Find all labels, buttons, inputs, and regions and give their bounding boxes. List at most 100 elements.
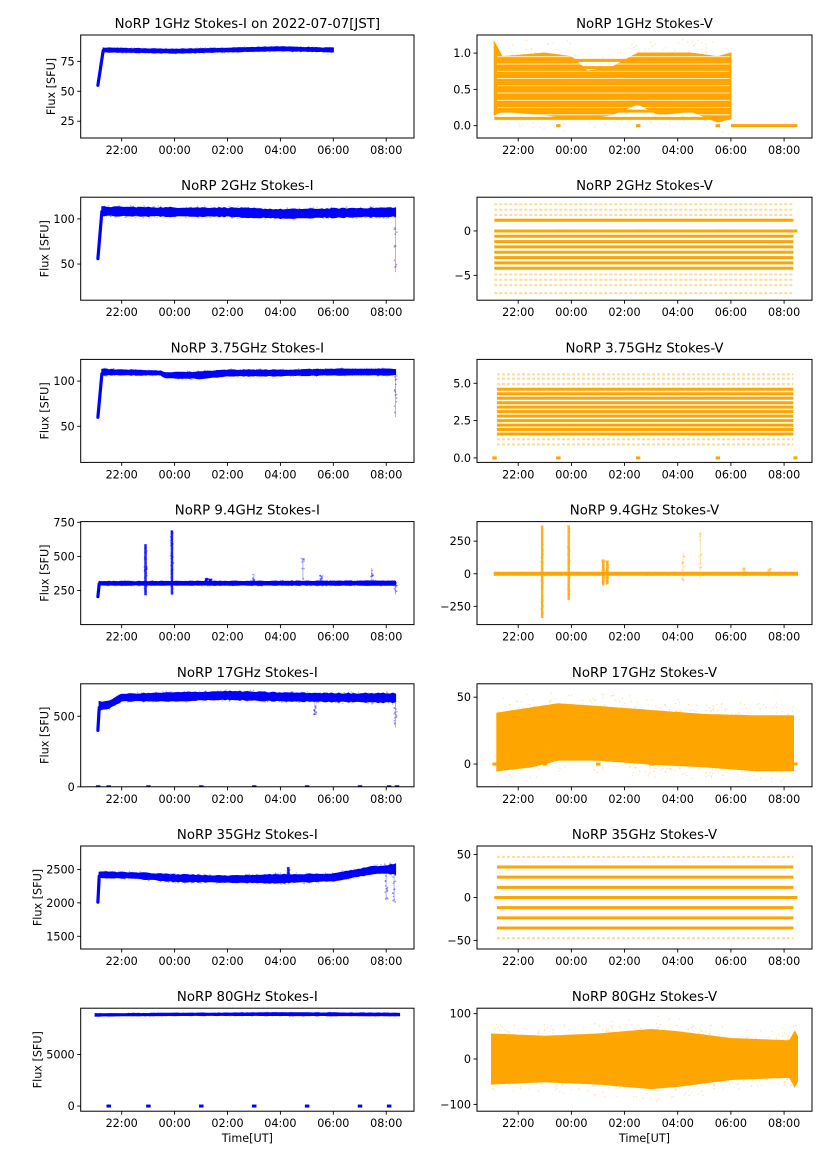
data-rise bbox=[96, 874, 101, 904]
data-point bbox=[632, 46, 634, 49]
data-point bbox=[126, 52, 128, 54]
data-point bbox=[758, 1080, 760, 1082]
data-point bbox=[170, 531, 173, 533]
data-point bbox=[121, 700, 124, 702]
data-point bbox=[230, 580, 233, 582]
data-point bbox=[612, 574, 614, 577]
data-point bbox=[119, 870, 122, 873]
data-point bbox=[603, 576, 606, 579]
data-point bbox=[163, 700, 165, 702]
data-point bbox=[612, 694, 614, 696]
data-point bbox=[170, 533, 173, 536]
data-point bbox=[729, 574, 731, 576]
data-point bbox=[393, 899, 396, 901]
data-zero-point bbox=[199, 785, 204, 787]
data-point bbox=[275, 45, 278, 47]
data-point bbox=[562, 1092, 565, 1095]
data-point bbox=[679, 1018, 681, 1020]
data-point bbox=[99, 870, 102, 873]
data-point bbox=[370, 217, 372, 219]
data-point bbox=[352, 877, 355, 879]
data-point bbox=[639, 770, 641, 773]
data-point bbox=[589, 699, 592, 702]
data-point bbox=[601, 562, 604, 565]
data-point bbox=[145, 581, 148, 583]
data-point bbox=[266, 375, 268, 377]
data-point bbox=[578, 62, 580, 64]
data-point bbox=[794, 571, 796, 573]
data-point bbox=[596, 765, 599, 767]
x-tick-label: 06:00 bbox=[317, 955, 349, 968]
axes-frame bbox=[476, 358, 813, 463]
data-point bbox=[382, 217, 385, 219]
data-point bbox=[568, 567, 571, 570]
data-point bbox=[129, 204, 132, 207]
data-point bbox=[540, 597, 542, 600]
data-point bbox=[123, 580, 126, 582]
data-point bbox=[651, 699, 653, 702]
data-point bbox=[361, 374, 363, 376]
data-point bbox=[125, 206, 128, 208]
data-point bbox=[157, 700, 159, 702]
data-point bbox=[143, 587, 146, 590]
data-point bbox=[131, 585, 133, 587]
data-point bbox=[542, 568, 544, 570]
data-point bbox=[773, 571, 775, 573]
data-point bbox=[634, 706, 636, 709]
data-point bbox=[287, 872, 290, 874]
data-point bbox=[333, 580, 335, 582]
subplot-title: NoRP 1GHz Stokes-V bbox=[576, 17, 713, 32]
data-point bbox=[305, 872, 307, 874]
data-point bbox=[695, 710, 697, 712]
data-point bbox=[171, 215, 173, 217]
data-rise bbox=[96, 372, 104, 419]
data-point bbox=[206, 585, 209, 587]
data-point bbox=[394, 880, 397, 883]
data-point bbox=[372, 574, 374, 577]
data-point bbox=[302, 882, 304, 885]
data-point bbox=[386, 889, 389, 892]
data-point bbox=[131, 369, 133, 371]
data-point bbox=[393, 585, 395, 587]
data-point bbox=[205, 579, 208, 581]
data-point bbox=[330, 206, 333, 209]
data-point bbox=[545, 571, 548, 573]
data-point bbox=[372, 580, 374, 583]
data-point bbox=[710, 574, 712, 576]
data-point bbox=[314, 699, 316, 701]
data-point bbox=[300, 46, 302, 49]
data-point bbox=[603, 577, 606, 580]
data-point bbox=[228, 700, 231, 702]
data-point bbox=[605, 576, 607, 578]
plot-area bbox=[96, 530, 398, 599]
x-tick-label: 22:00 bbox=[502, 631, 534, 644]
data-point bbox=[388, 374, 390, 377]
data-point bbox=[594, 1094, 596, 1096]
data-point bbox=[144, 576, 146, 579]
data-point bbox=[144, 546, 147, 548]
data-point bbox=[311, 374, 314, 376]
data-point bbox=[299, 375, 302, 377]
data-point bbox=[210, 582, 213, 585]
x-tick-label: 00:00 bbox=[158, 793, 190, 806]
data-point bbox=[394, 582, 397, 585]
data-point bbox=[338, 702, 340, 704]
data-point bbox=[237, 1014, 239, 1017]
data-point bbox=[542, 561, 545, 564]
data-point bbox=[603, 565, 605, 567]
data-point bbox=[257, 46, 260, 48]
axes-frame bbox=[80, 521, 415, 626]
data-point bbox=[699, 1028, 701, 1030]
y-tick-label: 50 bbox=[60, 85, 74, 98]
data-point bbox=[308, 882, 311, 884]
data-point bbox=[381, 584, 383, 587]
data-point bbox=[327, 1015, 329, 1017]
data-point bbox=[344, 375, 346, 377]
data-point bbox=[288, 871, 290, 874]
data-point bbox=[209, 580, 211, 582]
data-point bbox=[159, 205, 162, 208]
data-point bbox=[146, 568, 148, 571]
data-point bbox=[141, 692, 143, 694]
data-point bbox=[683, 555, 685, 557]
data-point bbox=[138, 878, 140, 880]
